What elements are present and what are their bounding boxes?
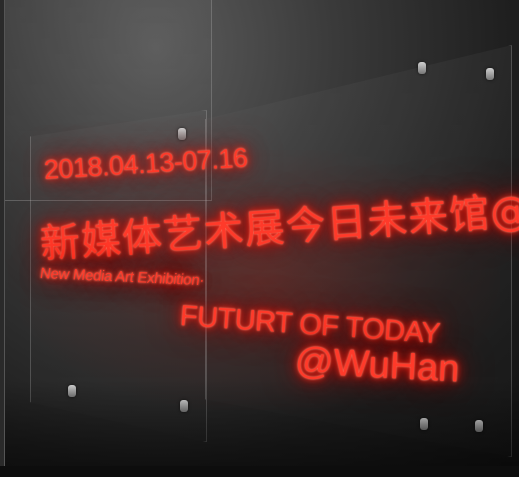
frame-edge — [0, 0, 5, 477]
mounting-stud — [418, 62, 426, 74]
mounting-stud — [486, 68, 494, 80]
mounting-stud — [178, 128, 186, 140]
acrylic-panel-top-left — [0, 0, 212, 201]
floor-shadow — [0, 380, 519, 477]
frame-bottom-edge — [0, 466, 519, 477]
